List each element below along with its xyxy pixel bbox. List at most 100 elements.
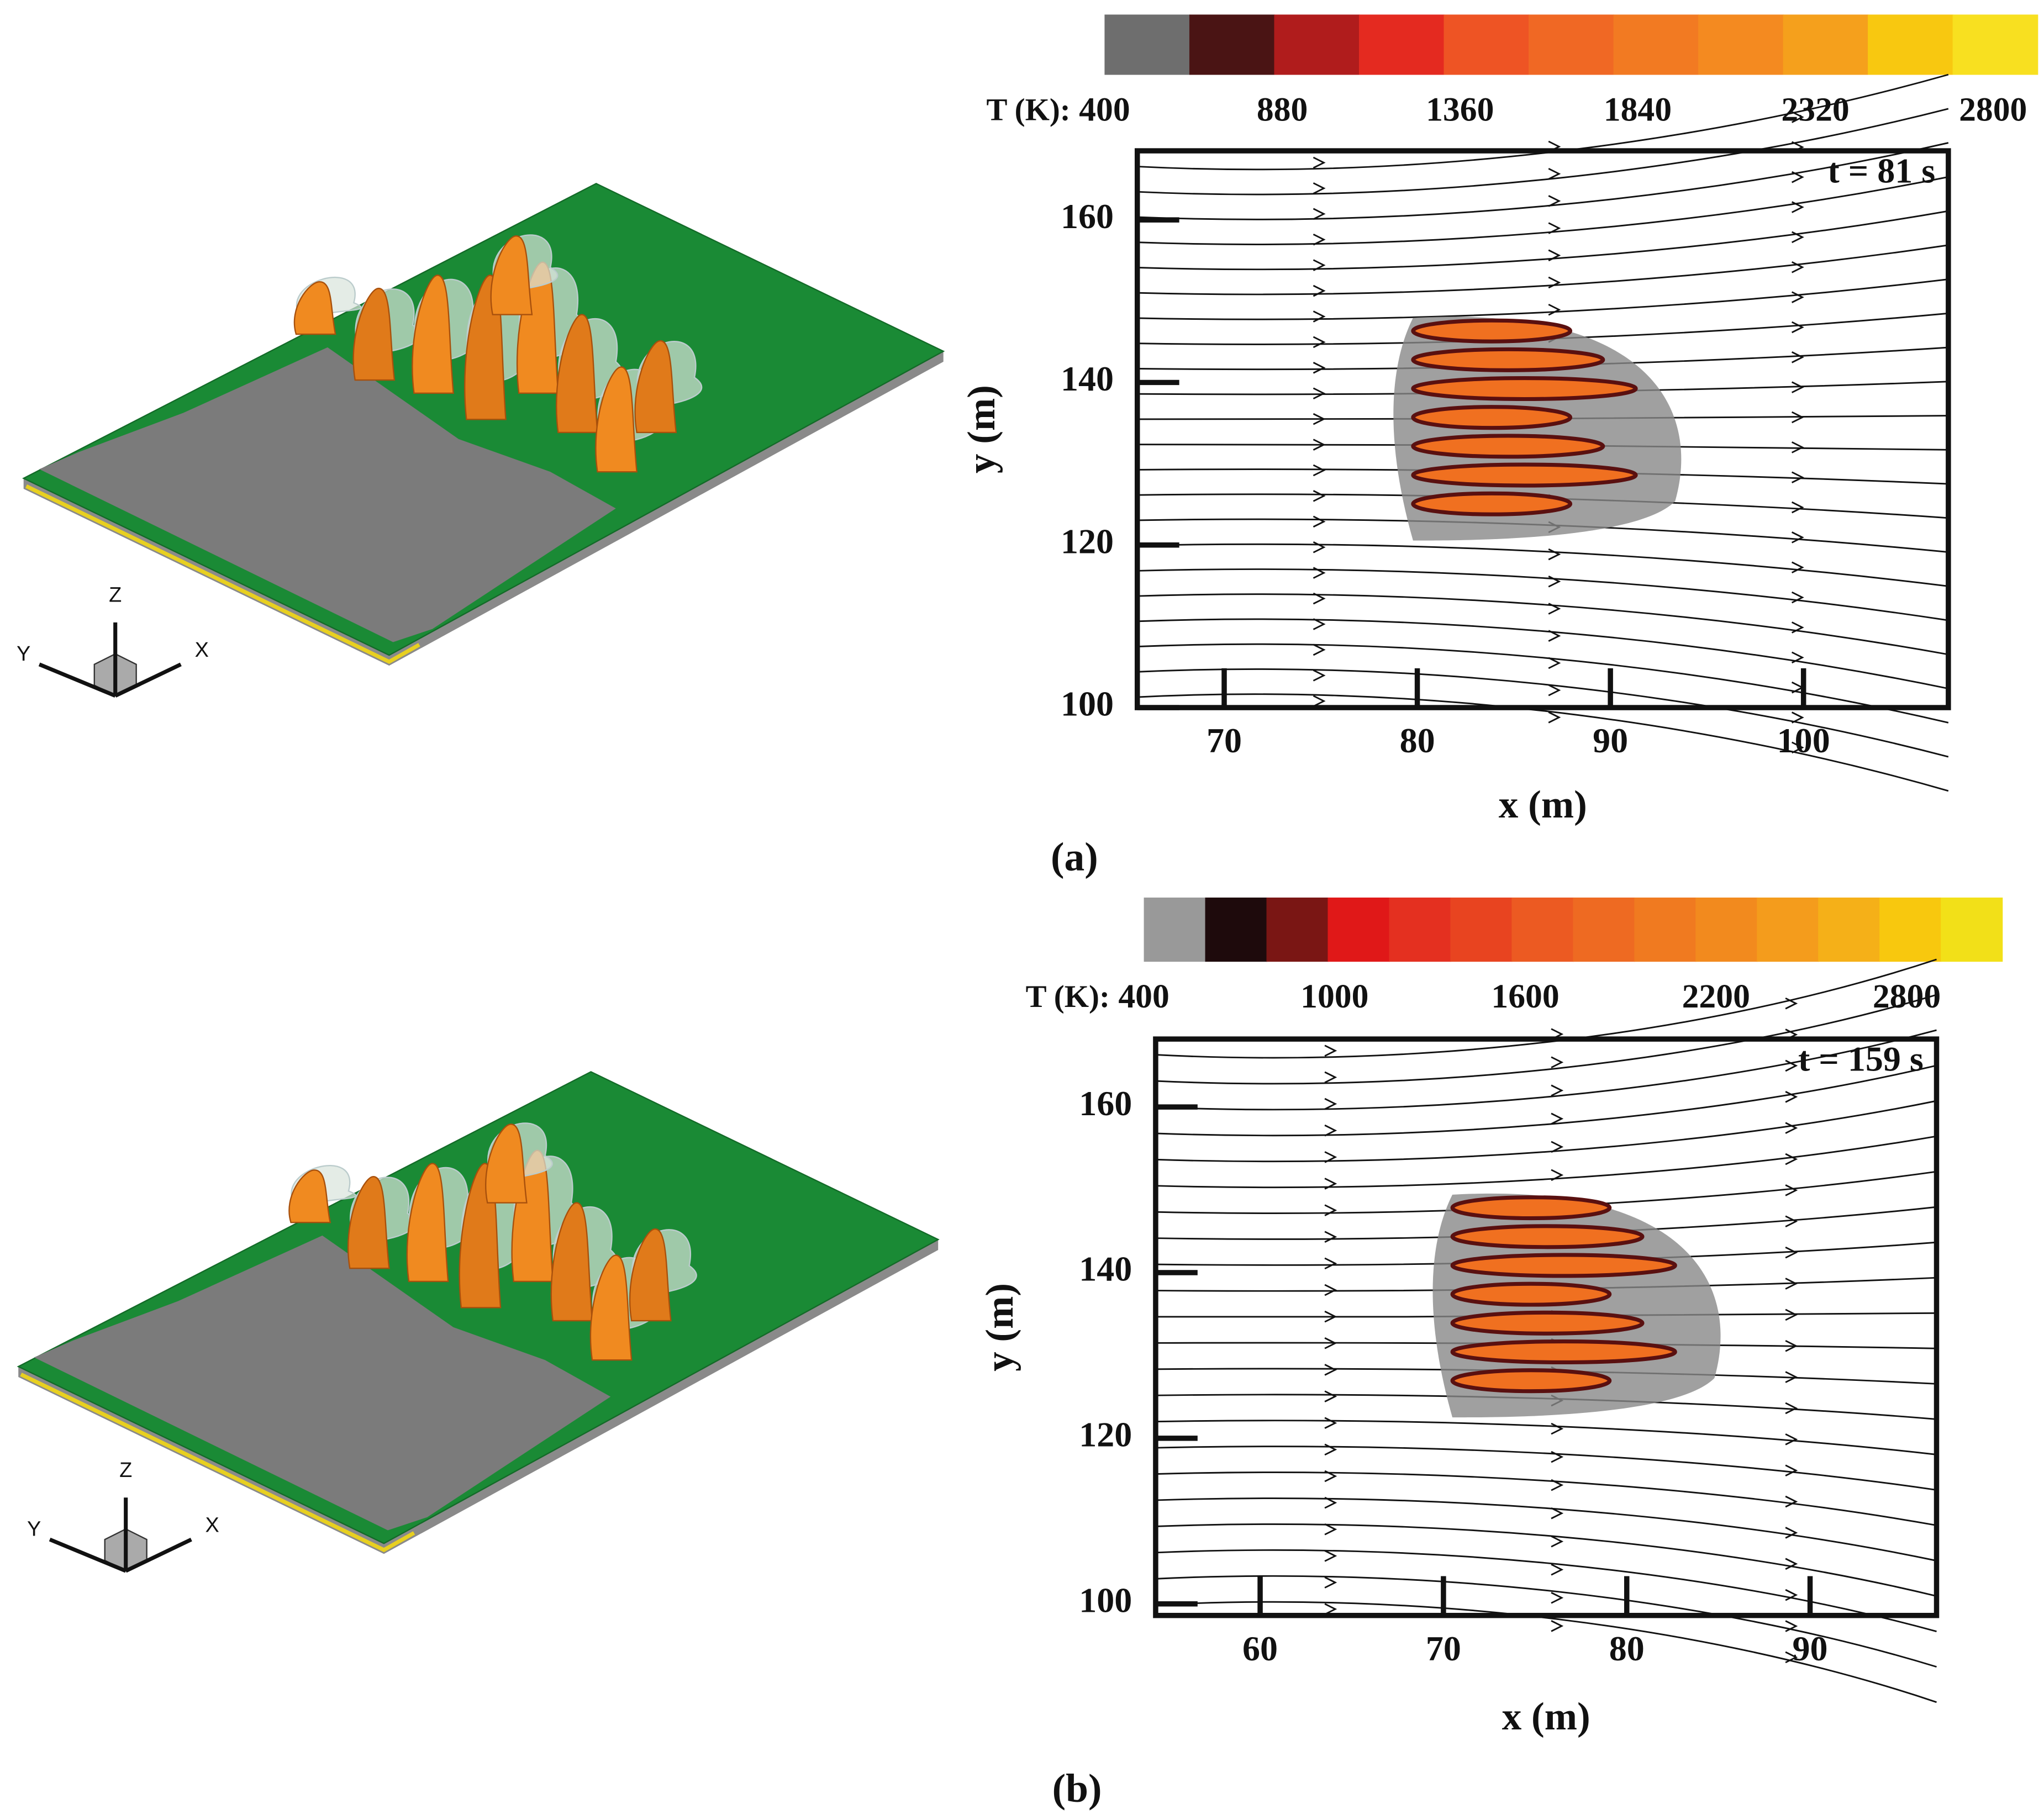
flame-plume [412, 275, 454, 394]
x-tick-label: 80 [1609, 1629, 1645, 1668]
streamline-arrow [1548, 711, 1561, 724]
colorbar-tick-label: 1360 [1426, 91, 1494, 128]
time-annotation: t = 159 s [1798, 1040, 1924, 1079]
colorbar-label: T (K): [1026, 979, 1110, 1014]
streamline [1155, 1446, 1937, 1491]
streamline-arrow [1791, 441, 1804, 453]
streamline-arrow [1785, 1122, 1798, 1134]
streamline-arrow [1551, 1112, 1564, 1125]
colorbar-tick-label: 880 [1257, 91, 1308, 128]
streamline-arrow [1785, 1589, 1798, 1601]
streamline-arrow [1791, 261, 1804, 273]
fire-finger [1411, 405, 1573, 430]
streamline-arrow [1324, 1337, 1337, 1349]
colorbar-swatch [1358, 14, 1445, 75]
colorbar-swatch [1698, 14, 1784, 75]
streamline-arrow [1313, 156, 1326, 169]
panel-label: (a) [1051, 833, 1098, 879]
streamline-arrow [1785, 1558, 1798, 1570]
fire-finger [1450, 1310, 1645, 1336]
x-axis-label: x (m) [1502, 1695, 1590, 1738]
colorbar-swatch [1444, 14, 1530, 75]
fire-finger [1450, 1195, 1612, 1221]
streamline-arrow [1313, 284, 1326, 297]
streamline-arrow [1551, 1450, 1564, 1463]
streamline-arrow [1791, 591, 1804, 604]
streamline-arrow [1313, 515, 1326, 528]
streamline [1155, 1420, 1937, 1455]
streamline-arrow [1785, 1371, 1798, 1383]
flame-plume [293, 281, 336, 335]
fire-finger [1411, 318, 1573, 344]
streamline [1137, 693, 1949, 792]
streamline-arrow [1324, 1603, 1337, 1615]
colorbar-swatch [1450, 897, 1513, 962]
fire-finger [1450, 1339, 1677, 1365]
x-tick-label: 70 [1426, 1629, 1461, 1668]
streamline-arrow [1313, 695, 1326, 708]
streamline-arrow [1548, 276, 1561, 289]
panel-label: (b) [1052, 1765, 1102, 1811]
flame-plume [589, 1254, 633, 1361]
streamline-arrow [1548, 684, 1561, 697]
triad-axis [38, 662, 117, 698]
y-axis-label: y (m) [960, 385, 1003, 473]
streamline-arrow [1785, 1215, 1798, 1228]
streamline-arrow [1548, 548, 1561, 561]
streamline [1137, 176, 1949, 245]
streamline [1137, 618, 1949, 689]
streamline-arrow [1324, 1576, 1337, 1589]
streamline-arrow [1548, 303, 1561, 316]
triad-axis [125, 1537, 192, 1573]
fire-finger [1411, 376, 1638, 402]
streamline-arrow [1551, 1422, 1564, 1435]
flame-plume [556, 314, 598, 434]
colorbar-swatch [1274, 14, 1360, 75]
streamline [1155, 1029, 1937, 1111]
colorbar-swatch [1205, 897, 1267, 962]
colorbar-swatch [1695, 897, 1758, 962]
streamline-arrow [1324, 1284, 1337, 1296]
flame-plume [550, 1202, 593, 1322]
streamline-arrow [1313, 490, 1326, 502]
colorbar-swatch [1879, 897, 1942, 962]
colorbar-swatch [1868, 14, 1953, 75]
colorbar-swatch [1757, 897, 1819, 962]
streamline-arrow [1313, 182, 1326, 194]
colorbar-swatch [1952, 14, 2038, 75]
streamline-arrow [1785, 1278, 1798, 1290]
flame-plume [347, 1175, 390, 1269]
x-tick-label: 100 [1777, 721, 1830, 760]
streamline-arrow [1313, 618, 1326, 630]
streamline-arrow [1313, 464, 1326, 477]
streamline-arrow [1551, 1535, 1564, 1548]
streamline [1137, 278, 1949, 320]
fire-finger [1411, 491, 1573, 516]
triad-label: Y [27, 1518, 41, 1541]
streamline-arrow [1785, 1184, 1798, 1196]
triad-label: Z [119, 1459, 132, 1482]
colorbar-swatch [1529, 14, 1614, 75]
colorbar-swatch [1783, 14, 1869, 75]
streamline-arrow [1785, 1246, 1798, 1259]
triad-axis [49, 1537, 127, 1573]
streamline-arrow [1324, 1310, 1337, 1323]
streamline-arrow [1785, 1651, 1798, 1664]
streamline-arrow [1785, 1309, 1798, 1321]
streamline-arrow [1785, 1339, 1798, 1352]
streamline-arrow [1791, 321, 1804, 334]
colorbar-tick-label: 1600 [1491, 978, 1559, 1015]
streamline-arrow [1791, 381, 1804, 393]
streamline-arrow [1324, 1151, 1337, 1163]
streamline [1137, 244, 1949, 296]
x-tick-label: 80 [1400, 721, 1435, 760]
colorbar-tick-label: 400 [1118, 978, 1169, 1015]
colorbar-tick-label: 1840 [1604, 91, 1672, 128]
colorbar-tick-label: 2200 [1682, 978, 1750, 1015]
streamline-arrow [1551, 1563, 1564, 1576]
streamline-arrow [1324, 1178, 1337, 1190]
streamline-arrow [1324, 1523, 1337, 1536]
fire-finger [1411, 347, 1605, 372]
streamline-arrow [1791, 231, 1804, 244]
